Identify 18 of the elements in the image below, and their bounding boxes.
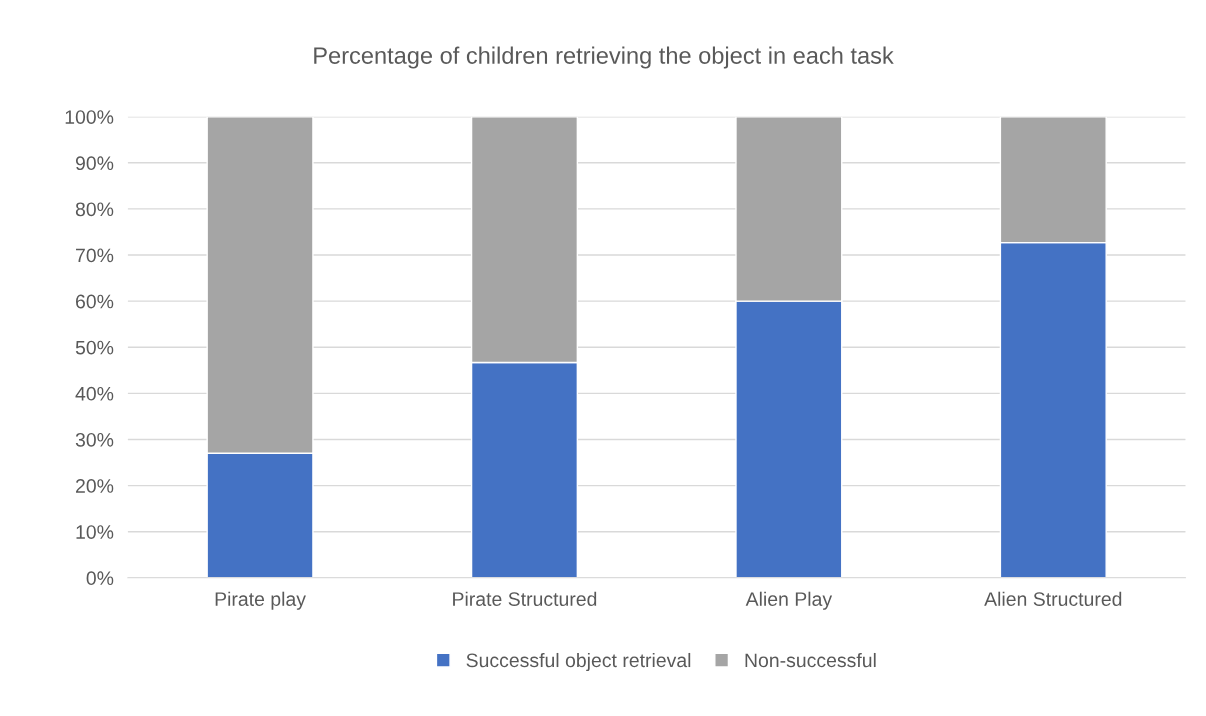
y-tick-label: 60% — [76, 294, 114, 309]
legend-label: Successful object retrieval — [466, 652, 691, 672]
chart-title: Percentage of children retrieving the object in each task — [314, 46, 894, 69]
y-tick-label: 80% — [75, 202, 114, 217]
y-tick-label: 50% — [75, 340, 114, 355]
x-tick-label: Pirate Structured — [453, 591, 597, 606]
x-tick-label: Pirate play — [215, 591, 306, 610]
y-tick-label: 100% — [65, 110, 114, 124]
x-tick-label: Alien Play — [745, 591, 833, 610]
x-tick-label: Alien Structured — [984, 591, 1122, 606]
y-tick-label: 40% — [75, 386, 114, 401]
legend-label: Non-successful — [745, 652, 876, 668]
y-tick-label: 20% — [76, 479, 114, 493]
y-tick-label: 70% — [76, 248, 114, 263]
y-tick-label: 10% — [76, 525, 114, 539]
y-tick-label: 90% — [75, 156, 114, 171]
y-tick-label: 0% — [86, 571, 114, 586]
y-tick-label: 30% — [75, 432, 114, 447]
